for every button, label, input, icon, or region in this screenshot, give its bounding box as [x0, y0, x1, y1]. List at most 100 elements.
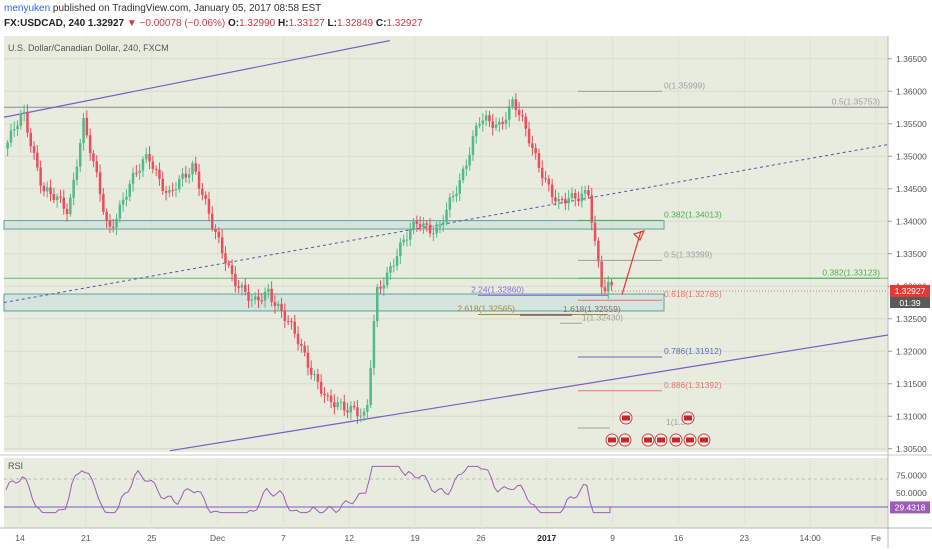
candle-body: [534, 148, 537, 154]
price-tick-label: 1.31000: [896, 411, 927, 421]
candle-body: [257, 296, 260, 301]
us-flag-icon-inner: [700, 437, 708, 443]
candle-body: [79, 143, 82, 167]
candle-body: [19, 113, 23, 126]
candle-body: [36, 152, 39, 168]
candle-body: [65, 208, 69, 215]
date-tick-label: 14: [15, 533, 25, 543]
candle-body: [277, 303, 280, 307]
candle-body: [461, 168, 465, 181]
ohlc-close-key: C:: [375, 18, 387, 29]
candle-body: [300, 343, 303, 346]
candle-body: [16, 125, 19, 130]
candle-body: [504, 119, 508, 124]
candle-body: [26, 111, 29, 133]
candle-body: [514, 99, 518, 111]
countdown-tag: [890, 296, 930, 308]
candle-body: [306, 352, 310, 368]
quote-line: FX:USDCAD, 240 1.32927 ▼ −0.00078 (−0.06…: [4, 18, 423, 29]
candle-body: [333, 402, 336, 408]
candle-body: [211, 213, 214, 229]
candle-body: [158, 169, 161, 179]
date-tick-label: 2017: [537, 533, 556, 543]
candle-body: [356, 407, 359, 417]
candle-body: [204, 194, 207, 199]
candle-body: [501, 122, 504, 124]
fib-level-label: 0.618(1.32785): [664, 289, 722, 299]
fib-level-label: 0.786(1.31912): [664, 346, 722, 356]
candle-body: [29, 132, 32, 147]
candle-body: [72, 179, 75, 198]
candle-body: [412, 221, 415, 230]
candle-body: [422, 223, 425, 228]
date-tick-label: 14:00: [800, 533, 822, 543]
canada-flag-icon-inner: [622, 415, 630, 421]
price-tag-label: 1.32927: [895, 286, 926, 296]
candle-body: [574, 193, 577, 199]
candle-body: [395, 256, 399, 266]
candle-body: [98, 172, 102, 195]
candle-body: [227, 263, 230, 266]
candle-body: [178, 178, 181, 190]
candle-body: [121, 199, 125, 205]
candle-body: [326, 395, 329, 397]
price-change: −0.00078 (−0.06%): [139, 18, 226, 29]
candle-body: [610, 282, 613, 286]
candle-body: [376, 286, 379, 322]
candle-body: [115, 218, 118, 228]
candle-body: [362, 411, 366, 416]
candle-body: [135, 172, 138, 174]
candle-body: [425, 223, 428, 225]
candle-body: [451, 196, 455, 198]
candle-body: [187, 174, 191, 178]
candle-body: [524, 116, 527, 129]
candle-body: [389, 266, 392, 273]
candle-body: [369, 367, 372, 405]
price-tick-label: 1.31500: [896, 379, 927, 389]
candle-body: [62, 197, 65, 209]
candle-body: [125, 196, 128, 200]
candle-body: [92, 153, 95, 162]
candle-body: [323, 393, 326, 396]
candle-body: [174, 189, 178, 191]
price-tag: [890, 284, 930, 297]
usdcad-chart[interactable]: 0(1.35999) 0.5(1.35753) 0.382(1.34013) 0.5(…: [0, 34, 932, 550]
candle-body: [471, 136, 475, 155]
candle-body: [593, 222, 597, 241]
candle-body: [544, 178, 547, 180]
us-flag-icon-inner: [684, 415, 692, 421]
author-link[interactable]: menyuken: [4, 3, 51, 14]
fib-level-label: 0(1.35999): [664, 80, 705, 90]
candle-body: [59, 196, 62, 198]
candle-body: [607, 282, 610, 292]
candle-body: [498, 122, 501, 125]
candle-body: [118, 204, 122, 219]
candle-body: [240, 284, 244, 288]
candle-body: [286, 321, 290, 323]
symbol-label[interactable]: FX:USDCAD, 240: [4, 18, 86, 29]
candle-body: [6, 142, 9, 149]
rsi-tick-label: 50.0000: [896, 488, 927, 498]
candle-body: [392, 265, 395, 267]
price-tick-label: 1.33500: [896, 249, 927, 259]
candle-body: [405, 239, 409, 241]
price-tick-label: 1.34500: [896, 184, 927, 194]
ohlc-open-key: O:: [227, 18, 240, 29]
candle-body: [39, 167, 42, 186]
date-tick-label: 19: [410, 533, 420, 543]
candle-body: [418, 224, 422, 228]
candle-body: [494, 124, 498, 128]
date-tick-label: 23: [740, 533, 750, 543]
fib-level-label: 1.618(1.32559): [563, 304, 621, 314]
candle-body: [409, 229, 412, 240]
candle-body: [567, 198, 570, 204]
candle-body: [402, 239, 405, 243]
candle-body: [458, 180, 461, 194]
price-tick-label: 1.32000: [896, 346, 927, 356]
candle-body: [197, 171, 201, 189]
fib-level-label: 0.5(1.33399): [664, 249, 712, 259]
channel-lower-line: [169, 334, 889, 452]
candle-body: [580, 193, 584, 202]
candle-body: [537, 153, 541, 168]
candle-body: [319, 381, 323, 394]
